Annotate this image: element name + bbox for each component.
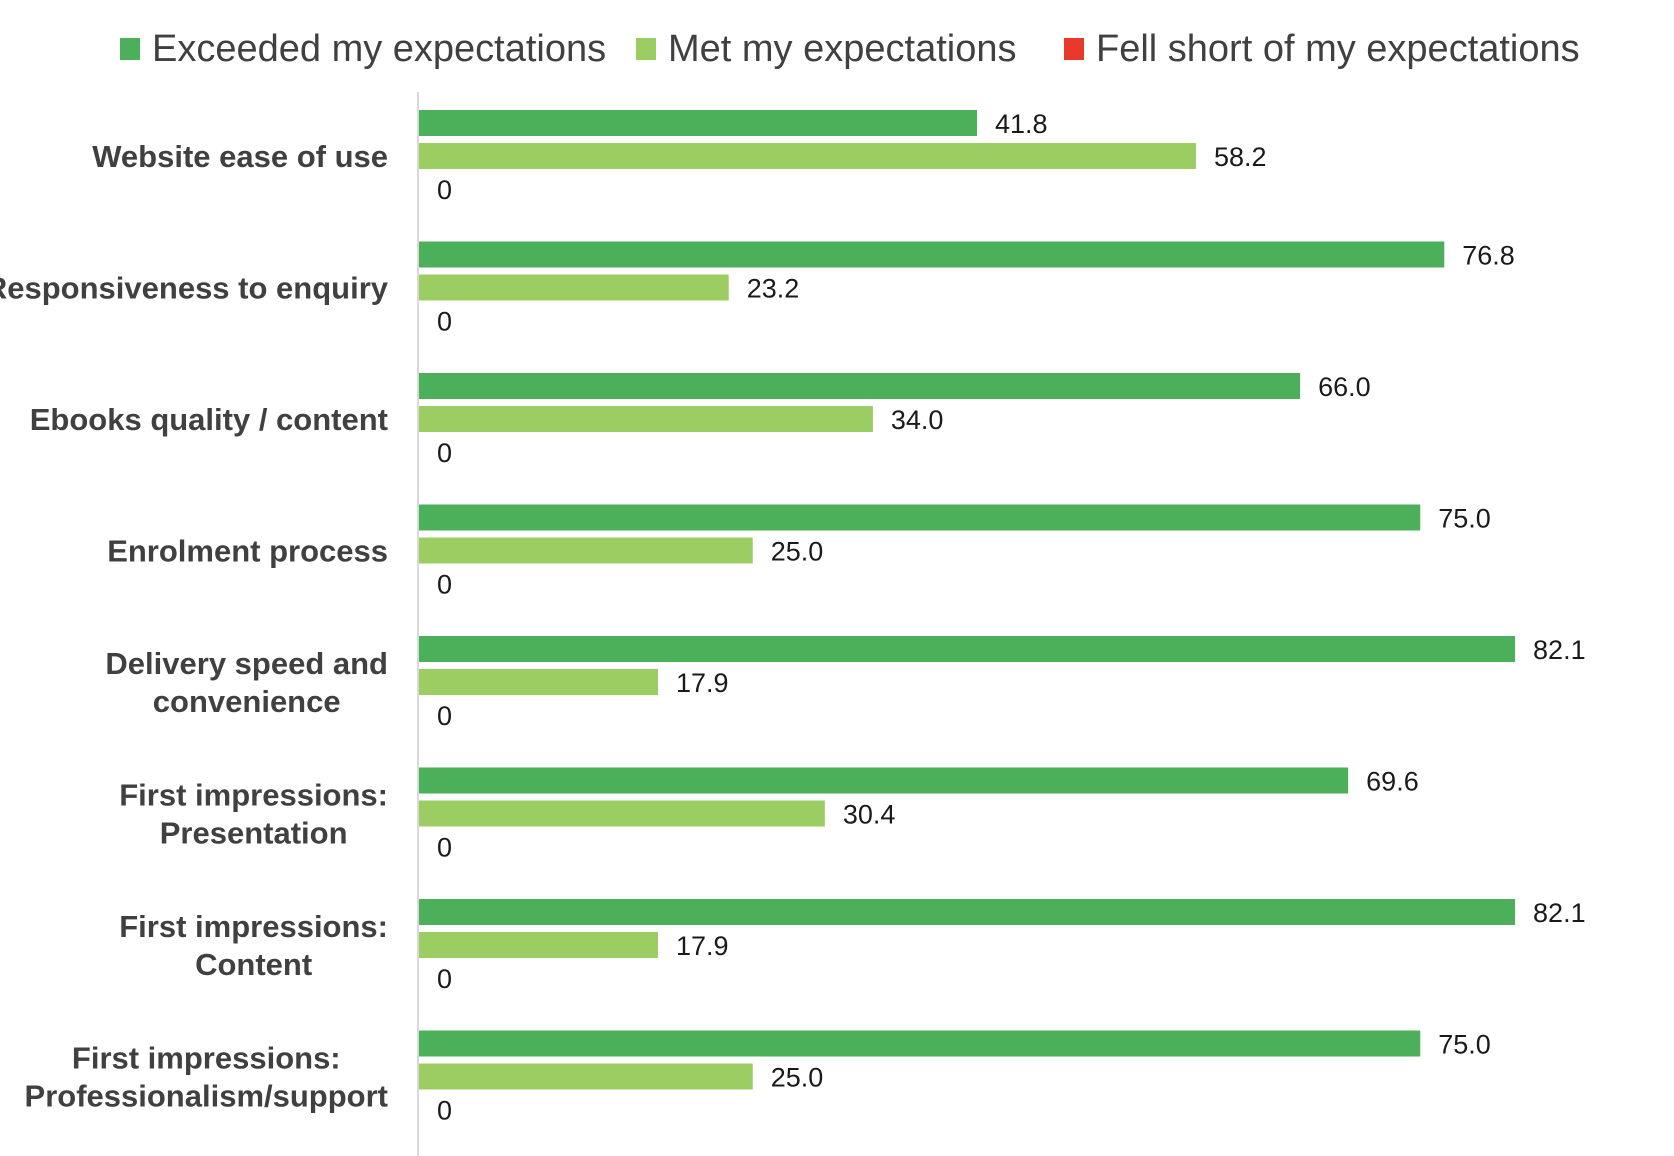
data-label: 0 (437, 833, 452, 863)
bar (419, 932, 658, 958)
legend: Exceeded my expectations Met my expectati… (120, 28, 1580, 70)
bar (419, 143, 1196, 169)
data-label: 0 (437, 570, 452, 600)
bar (419, 767, 1349, 794)
bar (419, 537, 753, 564)
data-label: 34.0 (891, 405, 944, 435)
category-label: Ebooks quality / content (30, 402, 388, 437)
category-label-line: Professionalism/support (25, 1079, 388, 1114)
bar (419, 504, 1421, 531)
category-label-line: First impressions: (119, 909, 388, 944)
data-label: 0 (437, 307, 452, 337)
category-label: Enrolment process (107, 534, 388, 569)
bar (419, 1063, 753, 1090)
category-label: First impressions: Presentation (119, 778, 388, 851)
category-labels: Website ease of use Responsiveness to enq… (0, 139, 389, 1114)
data-label: 76.8 (1462, 241, 1515, 271)
legend-swatch (1064, 38, 1084, 60)
category-label-line: convenience (153, 684, 341, 719)
data-label: 0 (437, 701, 452, 731)
data-label: 23.2 (747, 274, 800, 304)
category-label-line: Delivery speed and (105, 646, 388, 681)
category-label-line: First impressions: (72, 1041, 341, 1076)
data-label: 82.1 (1533, 635, 1586, 665)
legend-label: Met my expectations (668, 28, 1016, 70)
bar (419, 669, 658, 695)
data-label: 0 (437, 438, 452, 468)
legend-label: Exceeded my expectations (152, 28, 606, 70)
bars (419, 110, 1516, 1090)
bar (419, 1030, 1421, 1057)
data-label: 82.1 (1533, 898, 1586, 928)
bar (419, 274, 729, 301)
bar (419, 899, 1516, 925)
data-label: 75.0 (1438, 504, 1491, 534)
bar (419, 373, 1301, 399)
category-label: First impressions: Content (119, 909, 388, 982)
data-label: 0 (437, 175, 452, 205)
data-label: 75.0 (1438, 1030, 1491, 1060)
data-label: 41.8 (995, 109, 1048, 139)
data-label: 66.0 (1318, 372, 1371, 402)
data-label: 0 (437, 964, 452, 994)
bar (419, 406, 873, 432)
data-label: 25.0 (771, 1063, 824, 1093)
category-label: Website ease of use (92, 139, 388, 174)
data-label: 69.6 (1366, 767, 1419, 797)
category-label-line: Content (195, 947, 312, 982)
data-label: 0 (437, 1096, 452, 1126)
data-label: 30.4 (843, 800, 896, 830)
bar (419, 636, 1516, 662)
category-label: Responsiveness to enquiry (0, 271, 389, 306)
data-label: 17.9 (676, 931, 729, 961)
bar (419, 800, 825, 827)
category-label-line: First impressions: (119, 778, 388, 813)
data-label: 25.0 (771, 537, 824, 567)
bar (419, 110, 978, 136)
data-label: 17.9 (676, 668, 729, 698)
data-label: 58.2 (1214, 142, 1267, 172)
legend-label: Fell short of my expectations (1096, 28, 1580, 70)
data-labels: 41.8 58.2 0 76.8 23.2 0 66.0 34.0 0 75.0 25.0 0 82.1… (437, 109, 1586, 1126)
legend-swatch (120, 38, 140, 60)
category-label-line: Presentation (160, 816, 348, 851)
category-label: Delivery speed and convenience (105, 646, 388, 719)
category-label: First impressions: Professionalism/suppor… (25, 1041, 388, 1114)
bar (419, 241, 1445, 268)
legend-swatch (636, 38, 656, 60)
